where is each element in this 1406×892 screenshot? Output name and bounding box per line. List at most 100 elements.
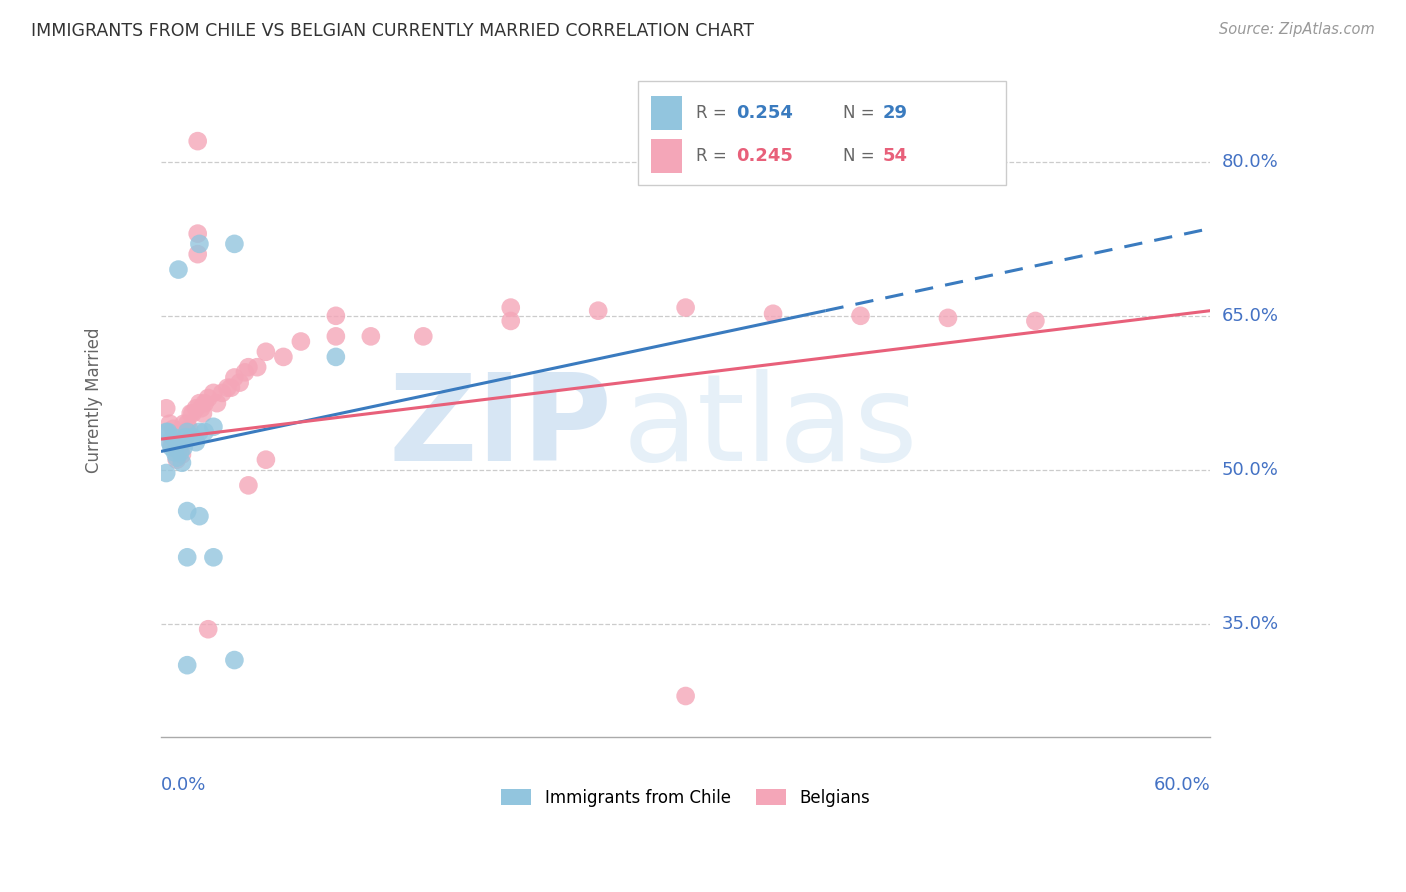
Point [211, 385, 233, 400]
Text: R =: R = [696, 147, 733, 165]
Point [224, 236, 246, 251]
Point [194, 425, 217, 439]
Legend: Immigrants from Chile, Belgians: Immigrants from Chile, Belgians [495, 782, 876, 814]
Point [176, 658, 198, 673]
Text: 60.0%: 60.0% [1153, 776, 1211, 794]
Point [290, 334, 312, 349]
Point [176, 425, 198, 439]
Point [246, 360, 269, 375]
Point [187, 134, 209, 148]
Point [188, 425, 211, 439]
Point [586, 303, 609, 318]
Point [184, 435, 207, 450]
Text: 54: 54 [883, 147, 908, 165]
Text: N =: N = [844, 147, 880, 165]
Point [160, 441, 183, 455]
Point [325, 309, 347, 323]
Point [155, 466, 177, 480]
Point [1024, 314, 1046, 328]
Point [156, 425, 179, 439]
Point [188, 509, 211, 524]
FancyBboxPatch shape [638, 81, 1005, 186]
Point [936, 310, 959, 325]
Point [238, 478, 260, 492]
Point [217, 381, 239, 395]
Text: 65.0%: 65.0% [1222, 307, 1278, 325]
Point [176, 504, 198, 518]
Point [412, 329, 434, 343]
Point [849, 154, 872, 169]
Point [202, 385, 225, 400]
Point [170, 456, 193, 470]
Point [325, 329, 347, 343]
Point [197, 622, 219, 636]
Text: 0.245: 0.245 [735, 147, 793, 165]
Point [167, 435, 190, 450]
Point [173, 441, 195, 455]
Point [233, 365, 256, 379]
Text: 35.0%: 35.0% [1222, 615, 1278, 633]
Point [205, 396, 228, 410]
Point [173, 417, 195, 431]
Point [163, 445, 186, 459]
Point [202, 550, 225, 565]
Point [499, 314, 522, 328]
Point [224, 370, 246, 384]
Point [254, 344, 277, 359]
Point [675, 689, 697, 703]
FancyBboxPatch shape [651, 96, 682, 130]
Point [762, 307, 785, 321]
Point [155, 425, 177, 439]
Text: 50.0%: 50.0% [1222, 461, 1278, 479]
Point [187, 227, 209, 241]
Point [190, 401, 212, 416]
Point [360, 329, 382, 343]
Text: 0.0%: 0.0% [160, 776, 207, 794]
Text: 80.0%: 80.0% [1222, 153, 1278, 170]
Point [177, 422, 200, 436]
Point [166, 452, 188, 467]
Point [176, 417, 198, 431]
Point [162, 430, 184, 444]
Point [191, 406, 214, 420]
Text: Source: ZipAtlas.com: Source: ZipAtlas.com [1219, 22, 1375, 37]
Point [224, 653, 246, 667]
Point [188, 236, 211, 251]
Point [159, 435, 181, 450]
Point [163, 432, 186, 446]
Point [238, 360, 260, 375]
Text: IMMIGRANTS FROM CHILE VS BELGIAN CURRENTLY MARRIED CORRELATION CHART: IMMIGRANTS FROM CHILE VS BELGIAN CURRENT… [31, 22, 754, 40]
Point [170, 448, 193, 462]
Text: R =: R = [696, 104, 733, 122]
Point [162, 422, 184, 436]
Point [675, 301, 697, 315]
Point [169, 445, 191, 459]
Point [180, 406, 202, 420]
Point [228, 376, 250, 390]
Point [176, 550, 198, 565]
Point [325, 350, 347, 364]
Point [181, 430, 204, 444]
Point [181, 406, 204, 420]
Point [188, 396, 211, 410]
Point [187, 247, 209, 261]
Point [174, 430, 197, 444]
Point [849, 309, 872, 323]
Point [174, 432, 197, 446]
Point [202, 419, 225, 434]
Text: 0.254: 0.254 [735, 104, 793, 122]
Point [197, 391, 219, 405]
Point [167, 262, 190, 277]
Point [167, 442, 190, 457]
Point [254, 452, 277, 467]
Point [273, 350, 295, 364]
Point [155, 401, 177, 416]
Text: 29: 29 [883, 104, 908, 122]
Point [160, 437, 183, 451]
Text: ZIP: ZIP [388, 369, 612, 486]
FancyBboxPatch shape [651, 139, 682, 173]
Point [194, 396, 217, 410]
Point [499, 301, 522, 315]
Point [166, 450, 188, 465]
Point [159, 417, 181, 431]
